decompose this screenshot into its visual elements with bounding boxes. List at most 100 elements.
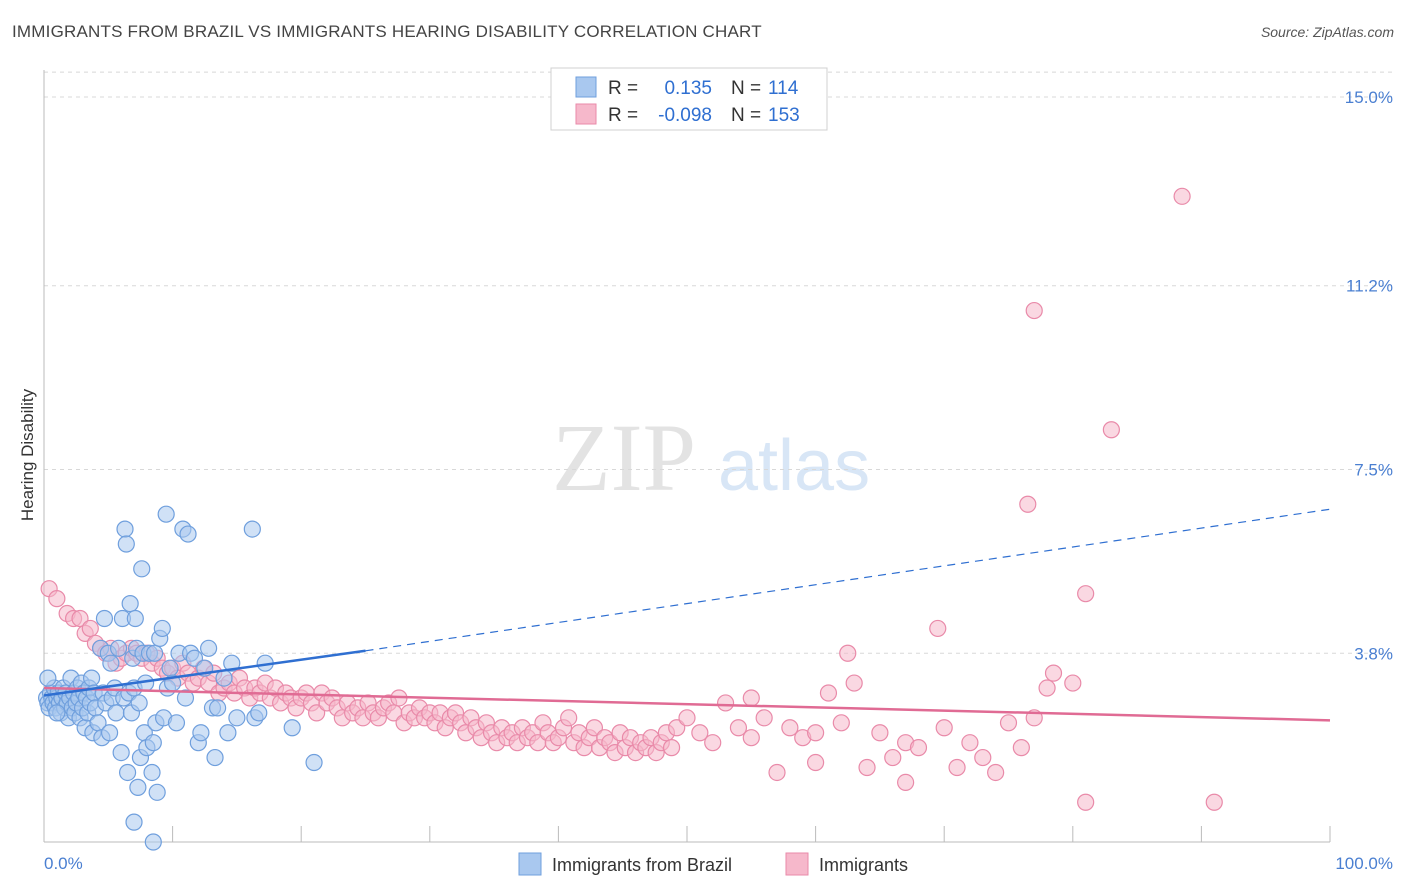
immigrants-point bbox=[1019, 495, 1037, 513]
brazil-point bbox=[126, 609, 144, 628]
brazil-point bbox=[109, 639, 128, 657]
immigrants-point bbox=[81, 619, 99, 638]
immigrants-point bbox=[819, 684, 838, 702]
brazil-point bbox=[305, 753, 323, 772]
brazil-point bbox=[185, 649, 204, 667]
immigrants-point bbox=[806, 753, 825, 772]
immigrants-point bbox=[858, 758, 876, 777]
immigrants-point bbox=[755, 709, 773, 727]
brazil-point bbox=[144, 734, 162, 752]
immigrants-point bbox=[1173, 187, 1191, 205]
brazil-point bbox=[48, 704, 66, 722]
brazil-point bbox=[130, 694, 148, 712]
stats-r-label-blue: R = bbox=[608, 78, 638, 99]
y-axis-label: Hearing Disability bbox=[18, 388, 37, 521]
immigrants-point bbox=[308, 704, 326, 722]
stats-r-value-blue: 0.135 bbox=[664, 78, 712, 99]
brazil-point bbox=[117, 535, 135, 553]
immigrants-point bbox=[560, 709, 578, 727]
stats-box: R = 0.135 N = 114 R = -0.098 N = 153 bbox=[550, 67, 828, 131]
immigrants-point bbox=[961, 734, 979, 752]
brazil-point bbox=[228, 709, 246, 727]
immigrants-point bbox=[987, 763, 1005, 782]
brazil-point bbox=[116, 520, 134, 538]
brazil-point bbox=[179, 525, 197, 543]
immigrants-point bbox=[691, 724, 709, 742]
immigrants-point bbox=[929, 619, 947, 638]
stats-box-frame bbox=[550, 67, 828, 131]
brazil-point bbox=[283, 719, 301, 737]
brazil-trend-line bbox=[43, 649, 366, 697]
immigrants-point bbox=[71, 609, 89, 628]
brazil-point bbox=[161, 659, 179, 677]
immigrants-point bbox=[935, 719, 953, 737]
immigrants-trend-line bbox=[43, 686, 1331, 722]
stats-n-value-blue: 114 bbox=[768, 78, 799, 99]
brazil-point bbox=[129, 778, 147, 796]
brazil-point bbox=[167, 714, 186, 732]
series-brazil-points bbox=[37, 505, 323, 851]
immigrants-point bbox=[999, 714, 1018, 732]
brazil-point bbox=[144, 833, 162, 851]
brazil-point bbox=[100, 724, 119, 742]
immigrants-point bbox=[662, 739, 681, 757]
brazil-point bbox=[176, 689, 195, 707]
immigrants-point bbox=[1077, 585, 1095, 603]
immigrants-point bbox=[48, 590, 66, 608]
immigrants-point bbox=[806, 724, 825, 742]
x-tick-label-min: 0.0% bbox=[44, 854, 83, 873]
brazil-point bbox=[192, 724, 210, 742]
brazil-point bbox=[157, 505, 175, 523]
immigrants-point bbox=[1012, 739, 1030, 757]
immigrants-point bbox=[1044, 664, 1063, 682]
legend-swatch-immigrants bbox=[785, 852, 809, 876]
immigrants-point bbox=[585, 719, 604, 737]
immigrants-point bbox=[742, 689, 760, 707]
y-tick-label: 11.2% bbox=[1346, 277, 1393, 296]
immigrants-point bbox=[884, 748, 902, 767]
brazil-point bbox=[206, 748, 224, 767]
brazil-point bbox=[107, 704, 125, 722]
immigrants-point bbox=[1205, 793, 1223, 811]
immigrants-point bbox=[729, 719, 748, 737]
immigrants-point bbox=[1038, 679, 1056, 697]
brazil-point bbox=[219, 724, 237, 742]
brazil-point bbox=[118, 763, 137, 782]
immigrants-point bbox=[668, 719, 686, 737]
x-tick-label-max: 100.0% bbox=[1335, 854, 1393, 873]
immigrants-point bbox=[716, 694, 735, 712]
immigrants-point bbox=[909, 739, 928, 757]
y-tick-label: 15.0% bbox=[1345, 88, 1393, 107]
immigrants-point bbox=[704, 734, 722, 752]
chart-title: IMMIGRANTS FROM BRAZIL VS IMMIGRANTS HEA… bbox=[12, 22, 762, 41]
brazil-point bbox=[153, 619, 171, 638]
brazil-point bbox=[82, 669, 101, 687]
y-tick-labels: 3.8% 7.5% 11.2% 15.0% bbox=[1345, 88, 1393, 663]
immigrants-point bbox=[1102, 421, 1120, 439]
immigrants-point bbox=[948, 758, 966, 777]
brazil-point bbox=[102, 654, 120, 672]
immigrants-point bbox=[742, 729, 760, 747]
brazil-point bbox=[39, 669, 57, 687]
brazil-trend-extension bbox=[365, 508, 1331, 652]
brazil-point bbox=[223, 654, 241, 672]
brazil-point bbox=[145, 644, 164, 662]
stats-n-value-pink: 153 bbox=[768, 105, 800, 126]
brazil-point bbox=[121, 594, 139, 613]
watermark-zip: ZIP bbox=[552, 404, 696, 511]
brazil-point bbox=[250, 704, 268, 722]
immigrants-point bbox=[1077, 793, 1095, 811]
stats-n-label-pink: N = bbox=[731, 105, 761, 126]
stats-swatch-pink bbox=[575, 103, 597, 125]
stats-swatch-blue bbox=[575, 76, 597, 98]
source-label: Source: ZipAtlas.com bbox=[1260, 24, 1394, 40]
brazil-point bbox=[200, 639, 218, 657]
brazil-point bbox=[95, 609, 114, 628]
immigrants-point bbox=[781, 719, 799, 737]
watermark-atlas: atlas bbox=[718, 426, 870, 506]
immigrants-point bbox=[871, 724, 889, 742]
brazil-point bbox=[125, 813, 143, 831]
brazil-point bbox=[133, 560, 151, 578]
immigrants-point bbox=[832, 714, 850, 732]
